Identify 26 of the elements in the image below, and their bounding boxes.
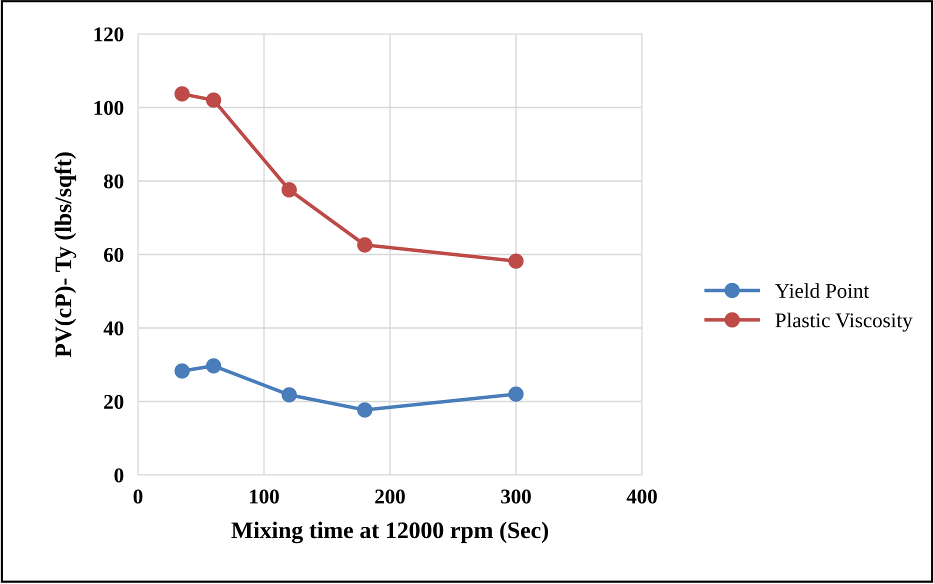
point bbox=[206, 92, 222, 108]
x-tick-label: 100 bbox=[250, 489, 279, 504]
y-tick-label: 60 bbox=[104, 248, 124, 262]
x-axis-title: Mixing time at 12000 rpm (Sec) bbox=[231, 522, 548, 544]
point bbox=[282, 387, 297, 403]
x-tick-label: 400 bbox=[626, 489, 657, 504]
y-tick-label: 80 bbox=[104, 174, 124, 188]
x-tick-label: 200 bbox=[375, 489, 405, 504]
legend-label: Plastic Viscosity bbox=[775, 312, 913, 332]
y-tick-label: 100 bbox=[94, 100, 124, 115]
point bbox=[357, 237, 372, 253]
y-tick-label: 20 bbox=[104, 394, 124, 409]
legend-label: Yield Point bbox=[775, 283, 870, 298]
y-tick-label: 40 bbox=[104, 321, 124, 336]
x-tick-label: 300 bbox=[501, 489, 531, 504]
point bbox=[174, 363, 190, 379]
point bbox=[174, 86, 190, 102]
x-tick-label: 0 bbox=[134, 489, 142, 504]
point bbox=[206, 358, 222, 374]
point bbox=[508, 253, 524, 269]
y-tick-label: 120 bbox=[94, 27, 124, 42]
point bbox=[357, 402, 372, 418]
y-tick-label: 0 bbox=[114, 468, 124, 482]
point bbox=[508, 386, 524, 402]
y-axis-title: PV(cP)- Ty (lbs/sqft) bbox=[54, 152, 76, 358]
point bbox=[282, 182, 297, 198]
